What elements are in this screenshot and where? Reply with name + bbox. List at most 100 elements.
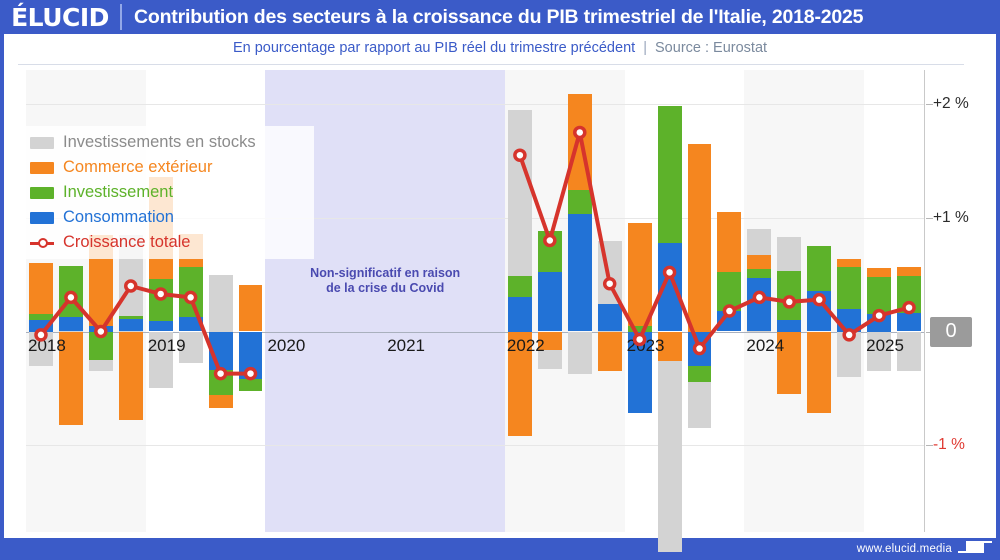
y-axis-tick [926, 104, 933, 105]
bar-segment-consumption [717, 311, 742, 332]
legend-item[interactable]: Commerce extérieur [30, 155, 308, 180]
bar-segment-investment [717, 272, 742, 312]
bar-segment-consumption [28, 320, 53, 332]
elucid-logo: ÉLUCID [11, 2, 109, 32]
bar-segment-consumption [148, 321, 173, 332]
bar-segment-trade [507, 331, 532, 437]
bar-segment-investment [58, 265, 83, 317]
bar-segment-trade [597, 331, 622, 372]
bar-segment-consumption [687, 331, 712, 366]
bar-segment-consumption [777, 320, 802, 332]
legend-item-label: Commerce extérieur [63, 158, 213, 176]
legend-item[interactable]: Consommation [30, 205, 308, 230]
bar-segment-investment [28, 314, 53, 321]
legend-swatch-icon [30, 211, 54, 224]
y-axis-zero-badge: 0 [930, 316, 972, 347]
bar-segment-stocks [208, 274, 233, 332]
subtitle-text: En pourcentage par rapport au PIB réel d… [232, 40, 636, 56]
x-axis-year-label: 2023 [626, 335, 665, 355]
bar-segment-trade [567, 93, 592, 191]
bar-segment-consumption [58, 316, 83, 332]
bar-segment-consumption [897, 313, 921, 332]
bar-segment-consumption [747, 278, 772, 332]
covid-annotation: Non-significatif en raison de la crise du… [265, 266, 504, 296]
footer-url: www.elucid.media [856, 543, 952, 555]
legend-item-label: Investissements en stocks [63, 133, 256, 151]
bar-segment-trade [807, 331, 832, 414]
x-axis-year-label: 2020 [267, 335, 306, 355]
bar-segment-investment [627, 325, 652, 332]
covid-annotation-line-2: de la crise du Covid [326, 281, 445, 295]
legend-line-marker-icon [30, 237, 54, 249]
zero-axis-line [26, 331, 924, 333]
bar-segment-trade [627, 223, 652, 326]
bar-segment-investment [118, 315, 143, 319]
gridline [26, 104, 924, 105]
header-bar: ÉLUCID Contribution des secteurs à la cr… [0, 0, 1000, 34]
page-title: Contribution des secteurs à la croissanc… [134, 5, 864, 28]
bar-segment-investment [238, 379, 263, 391]
bar-segment-investment [567, 190, 592, 215]
chart-legend: Investissements en stocks Commerce extéri… [24, 126, 314, 259]
header-divider-rule [18, 64, 964, 65]
bar-segment-investment [178, 266, 203, 317]
bar-segment-consumption [627, 331, 652, 414]
legend-item-label: Consommation [63, 208, 174, 226]
chart-subtitle: En pourcentage par rapport au PIB réel d… [4, 40, 996, 56]
y-axis-label: +2 % [933, 95, 969, 112]
bar-segment-investment [687, 365, 712, 382]
bar-segment-trade [867, 267, 892, 277]
bar-segment-trade [28, 263, 53, 315]
bar-segment-trade [717, 212, 742, 273]
legend-item-label: Croissance totale [63, 233, 191, 251]
legend-swatch-icon [30, 136, 54, 149]
bar-segment-consumption [567, 214, 592, 332]
bar-segment-consumption [807, 290, 832, 332]
legend-item[interactable]: Investissement [30, 180, 308, 205]
bar-segment-investment [807, 246, 832, 291]
bar-segment-trade [687, 143, 712, 332]
gridline [26, 217, 924, 219]
footer-bar: www.elucid.media [0, 538, 1000, 560]
legend-item-label: Investissement [63, 183, 174, 201]
bar-segment-investment [777, 271, 802, 321]
logo-divider [120, 4, 122, 30]
bar-segment-consumption [837, 308, 862, 332]
bar-segment-stocks [657, 331, 682, 552]
bar-segment-investment [148, 279, 173, 322]
bar-segment-consumption [238, 331, 263, 380]
bar-segment-trade [747, 255, 772, 269]
bar-segment-investment [88, 331, 113, 360]
y-axis-label: -1 % [933, 436, 965, 454]
bar-segment-consumption [178, 316, 203, 332]
bar-segment-investment [537, 231, 562, 273]
x-axis-year-label: 2024 [746, 335, 785, 355]
bar-segment-trade [897, 266, 921, 276]
legend-swatch-icon [30, 186, 54, 199]
x-axis-year-label: 2018 [28, 335, 66, 355]
y-axis-tick [926, 331, 933, 333]
bar-segment-consumption [507, 297, 532, 332]
y-axis-spine [924, 70, 925, 532]
legend-item[interactable]: Croissance totale [30, 230, 308, 255]
y-axis: +2 %+1 %0-1 %-2 % [924, 70, 996, 552]
bar-segment-stocks [837, 331, 862, 377]
x-axis-year-label: 2019 [147, 335, 186, 355]
x-axis-year-label: 2022 [506, 335, 545, 355]
bar-segment-consumption [867, 314, 892, 332]
chart-source: Source : Eurostat [655, 40, 768, 56]
covid-annotation-line-1: Non-significatif en raison [310, 266, 461, 280]
bar-segment-consumption [657, 242, 682, 332]
bar-segment-trade [118, 331, 143, 421]
bar-segment-stocks [567, 331, 592, 374]
y-axis-tick [926, 445, 933, 447]
subtitle-separator: | [643, 40, 647, 56]
bar-segment-trade [208, 395, 233, 408]
legend-item[interactable]: Investissements en stocks [30, 130, 308, 155]
bar-segment-trade [837, 258, 862, 267]
x-axis-year-label: 2021 [387, 335, 426, 355]
chart-canvas: En pourcentage par rapport au PIB réel d… [4, 34, 996, 552]
gridline [26, 445, 924, 447]
bar-segment-consumption [537, 272, 562, 332]
